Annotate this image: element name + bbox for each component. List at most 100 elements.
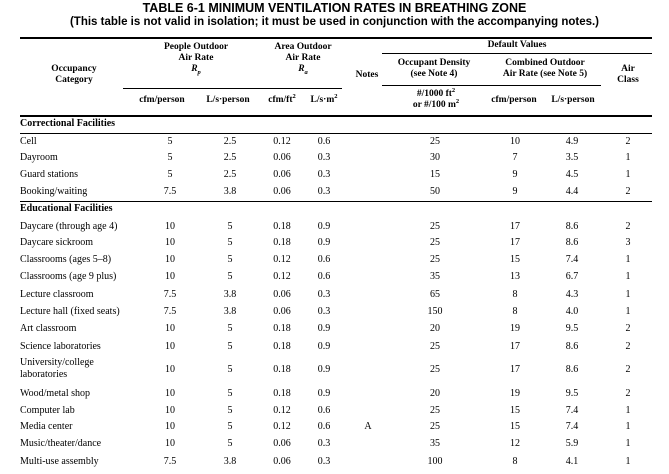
occupancy-name: Booking/waiting — [20, 186, 88, 197]
occupancy-name: Daycare (through age 4) — [20, 221, 118, 232]
ra-cfm: 0.18 — [273, 341, 291, 352]
density: 20 — [430, 388, 440, 399]
comb-cfm: 15 — [510, 254, 520, 265]
rp-cfm: 5 — [167, 169, 173, 180]
unit-ra-cfm: cfm/ft2 — [268, 92, 296, 105]
section-rule — [20, 133, 652, 134]
ra-cfm: 0.06 — [273, 186, 291, 197]
rp-ls: 5 — [227, 221, 233, 232]
ra-ls: 0.6 — [317, 254, 331, 265]
rp-ls: 5 — [227, 323, 233, 334]
rp-cfm: 10 — [165, 221, 175, 232]
comb-ls: 4.1 — [565, 456, 579, 467]
comb-ls: 3.5 — [565, 152, 579, 163]
rp-ls: 5 — [227, 271, 233, 282]
occupancy-name: Cell — [20, 136, 37, 147]
ra-cfm: 0.06 — [273, 152, 291, 163]
occupancy-name: Art classroom — [20, 323, 77, 334]
rp-ls: 2.5 — [223, 136, 237, 147]
air-class: 1 — [625, 421, 631, 432]
ra-ls: 0.6 — [317, 136, 331, 147]
unit-comb-cfm: cfm/person — [491, 95, 537, 105]
rp-cfm: 10 — [165, 364, 175, 375]
unit-comb-ls: L/s·person — [551, 95, 595, 105]
ra-cfm: 0.12 — [273, 136, 291, 147]
header-top-rule — [20, 37, 652, 39]
header-bottom-rule — [20, 115, 652, 117]
comb-cfm: 12 — [510, 438, 520, 449]
density: 25 — [430, 364, 440, 375]
rp-ls: 5 — [227, 254, 233, 265]
rp-ls: 5 — [227, 341, 233, 352]
comb-cfm: 9 — [512, 186, 518, 197]
rp-cfm: 7.5 — [163, 289, 177, 300]
rp-ls: 5 — [227, 237, 233, 248]
rp-ls: 5 — [227, 388, 233, 399]
rp-cfm: 10 — [165, 237, 175, 248]
density: 25 — [430, 341, 440, 352]
occupancy-name: Music/theater/dance — [20, 438, 102, 449]
rp-ls: 5 — [227, 421, 233, 432]
rp-cfm: 7.5 — [163, 306, 177, 317]
occupancy-name: Computer lab — [20, 405, 75, 416]
ra-ls: 0.9 — [317, 221, 331, 232]
air-class: 3 — [625, 237, 631, 248]
comb-ls: 7.4 — [565, 405, 579, 416]
ra-ls: 0.3 — [317, 186, 331, 197]
ra-cfm: 0.18 — [273, 323, 291, 334]
header-occupancy: Occupancy Category — [51, 64, 97, 85]
occupancy-name: Media center — [20, 421, 73, 432]
unit-ra-ls: L/s·m2 — [310, 92, 338, 105]
comb-cfm: 8 — [512, 306, 518, 317]
occupancy-name: Wood/metal shop — [20, 388, 91, 399]
header-area-rate: Area Outdoor Air Rate Ra — [274, 42, 332, 76]
density: 25 — [430, 405, 440, 416]
comb-cfm: 15 — [510, 421, 520, 432]
ra-ls: 0.6 — [317, 271, 331, 282]
rp-ls: 3.8 — [223, 456, 237, 467]
ra-ls: 0.3 — [317, 438, 331, 449]
air-class: 2 — [625, 221, 631, 232]
occupancy-name: Guard stations — [20, 169, 79, 180]
comb-cfm: 13 — [510, 271, 520, 282]
ra-ls: 0.6 — [317, 421, 331, 432]
unit-rp-cfm: cfm/person — [139, 95, 185, 105]
occupancy-name: Classrooms (age 9 plus) — [20, 271, 117, 282]
section-rule — [20, 201, 652, 202]
notes: A — [364, 421, 372, 432]
comb-ls: 8.6 — [565, 341, 579, 352]
comb-cfm: 8 — [512, 456, 518, 467]
density: 25 — [430, 421, 440, 432]
air-class: 1 — [625, 306, 631, 317]
comb-cfm: 8 — [512, 289, 518, 300]
comb-ls: 5.9 — [565, 438, 579, 449]
default-values-rule — [382, 53, 652, 54]
header-default-values: Default Values — [487, 40, 547, 50]
header-notes: Notes — [355, 70, 379, 80]
ra-cfm: 0.18 — [273, 237, 291, 248]
ra-ls: 0.9 — [317, 388, 331, 399]
ra-cfm: 0.12 — [273, 421, 291, 432]
rp-ls: 3.8 — [223, 289, 237, 300]
air-class: 1 — [625, 456, 631, 467]
ra-ls: 0.9 — [317, 364, 331, 375]
comb-ls: 8.6 — [565, 364, 579, 375]
table-title: TABLE 6-1 MINIMUM VENTILATION RATES IN B… — [142, 1, 527, 15]
comb-cfm: 19 — [510, 388, 520, 399]
rp-ls: 2.5 — [223, 169, 237, 180]
comb-cfm: 17 — [510, 341, 520, 352]
air-class: 1 — [625, 152, 631, 163]
ra-cfm: 0.12 — [273, 405, 291, 416]
air-class: 1 — [625, 289, 631, 300]
comb-ls: 4.5 — [565, 169, 579, 180]
units-left-rule — [123, 88, 342, 89]
ra-cfm: 0.18 — [273, 388, 291, 399]
header-people-rate: People Outdoor Air Rate Rp — [163, 42, 229, 76]
air-class: 1 — [625, 271, 631, 282]
comb-cfm: 7 — [512, 152, 518, 163]
air-class: 2 — [625, 136, 631, 147]
rp-cfm: 5 — [167, 136, 173, 147]
rp-cfm: 7.5 — [163, 186, 177, 197]
comb-cfm: 19 — [510, 323, 520, 334]
rp-ls: 5 — [227, 438, 233, 449]
